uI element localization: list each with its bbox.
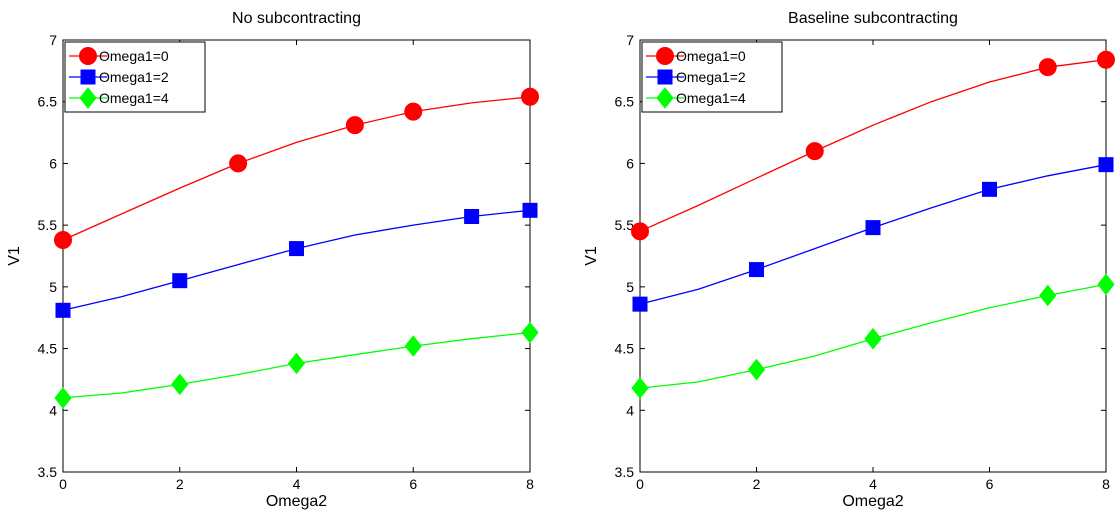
x-tick-label: 8 bbox=[526, 476, 534, 492]
data-point bbox=[749, 262, 764, 278]
legend-marker bbox=[657, 69, 673, 85]
y-tick-label: 5 bbox=[626, 279, 634, 295]
y-tick-label: 7 bbox=[626, 32, 634, 48]
series-2 bbox=[632, 157, 1114, 312]
x-tick-label: 6 bbox=[986, 476, 994, 492]
legend: Omega1=0 Omega1=2 Omega1=4 bbox=[641, 41, 783, 113]
legend-label: Omega1=2 bbox=[99, 69, 169, 85]
y-tick-label: 4 bbox=[49, 402, 57, 418]
y-tick-label: 3.5 bbox=[38, 464, 58, 480]
data-point bbox=[54, 387, 72, 409]
chart-title: Baseline subcontracting bbox=[788, 10, 958, 27]
x-tick-label: 8 bbox=[1102, 476, 1110, 492]
x-tick-label: 4 bbox=[869, 476, 877, 492]
data-point bbox=[864, 327, 882, 350]
y-tick-label: 4.5 bbox=[38, 341, 58, 357]
data-point bbox=[747, 358, 766, 381]
legend-label: Omega1=4 bbox=[99, 90, 169, 106]
x-tick-label: 0 bbox=[636, 476, 644, 492]
data-point bbox=[171, 373, 189, 396]
data-point bbox=[404, 102, 423, 121]
legend-marker bbox=[79, 47, 97, 65]
data-point bbox=[521, 87, 539, 106]
y-tick-label: 6.5 bbox=[38, 94, 58, 110]
data-point bbox=[522, 202, 538, 218]
data-point bbox=[632, 296, 648, 312]
data-point bbox=[404, 335, 422, 357]
data-point bbox=[1038, 58, 1057, 77]
data-point bbox=[172, 273, 188, 289]
series-1 bbox=[631, 50, 1115, 241]
data-point bbox=[1097, 273, 1115, 296]
series-line bbox=[639, 59, 1107, 232]
y-axis-label: V1 bbox=[583, 246, 600, 266]
legend-label: Omega1=0 bbox=[676, 48, 746, 64]
legend-marker bbox=[80, 69, 96, 85]
series-3 bbox=[54, 321, 539, 409]
legend-marker bbox=[656, 47, 674, 65]
data-point bbox=[287, 352, 306, 375]
series-line bbox=[62, 96, 531, 241]
data-point bbox=[865, 220, 881, 236]
data-point bbox=[1098, 157, 1114, 173]
data-point bbox=[289, 241, 304, 257]
legend-label: Omega1=2 bbox=[676, 69, 746, 85]
data-point bbox=[345, 116, 364, 135]
y-tick-label: 5 bbox=[49, 279, 57, 295]
y-tick-label: 3.5 bbox=[615, 464, 635, 480]
y-tick-label: 7 bbox=[49, 32, 57, 48]
legend: Omega1=0 Omega1=2 Omega1=4 bbox=[64, 41, 206, 113]
data-point bbox=[1097, 50, 1115, 69]
legend-marker bbox=[79, 87, 97, 109]
data-point bbox=[54, 230, 72, 249]
chart-panel-2: Baseline subcontracting 0 2 4 6 8 3.5 4 4.5 5 5.5 6… bbox=[583, 10, 1115, 510]
data-point bbox=[1039, 284, 1057, 307]
x-tick-label: 0 bbox=[59, 476, 67, 492]
data-point bbox=[55, 302, 71, 318]
y-tick-label: 5.5 bbox=[38, 217, 58, 233]
x-tick-label: 2 bbox=[753, 476, 761, 492]
y-tick-label: 5.5 bbox=[615, 217, 635, 233]
legend-marker bbox=[656, 87, 674, 109]
x-axis-label: Omega2 bbox=[266, 493, 327, 510]
x-tick-label: 6 bbox=[409, 476, 417, 492]
data-point bbox=[982, 181, 997, 197]
y-tick-label: 4.5 bbox=[615, 341, 635, 357]
data-point bbox=[229, 154, 248, 173]
data-point bbox=[631, 377, 649, 399]
x-tick-label: 2 bbox=[176, 476, 184, 492]
y-tick-label: 6 bbox=[626, 155, 634, 171]
y-tick-label: 6.5 bbox=[615, 94, 635, 110]
chart-panel-1: No subcontracting 0 2 4 6 8 3.5 4 4.5 5 5.5 6 6.5 7 Om… bbox=[6, 10, 539, 510]
series-2 bbox=[55, 202, 538, 318]
x-tick-label: 4 bbox=[293, 476, 301, 492]
data-point bbox=[631, 222, 649, 241]
data-point bbox=[464, 209, 480, 225]
x-axis-label: Omega2 bbox=[842, 493, 903, 510]
legend-label: Omega1=4 bbox=[676, 90, 746, 106]
legend-label: Omega1=0 bbox=[99, 48, 169, 64]
chart-title: No subcontracting bbox=[232, 10, 361, 27]
series-1 bbox=[54, 87, 539, 249]
y-tick-label: 4 bbox=[626, 402, 634, 418]
y-axis-label: V1 bbox=[6, 246, 23, 266]
series-3 bbox=[631, 273, 1115, 399]
data-point bbox=[805, 142, 824, 161]
y-tick-label: 6 bbox=[49, 155, 57, 171]
data-point bbox=[521, 321, 539, 344]
